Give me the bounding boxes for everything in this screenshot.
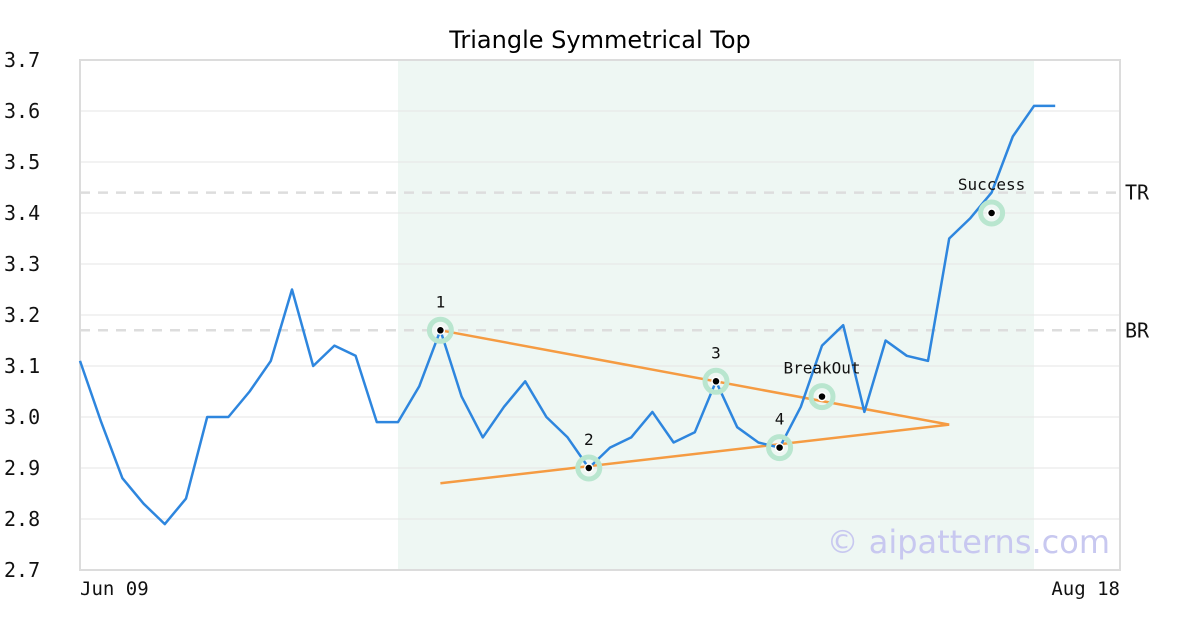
pattern-points: 1 2 3 4 BreakOut Success: [426, 175, 1025, 482]
y-tick-label: 2.7: [4, 558, 40, 582]
watermark: © aipatterns.com: [827, 523, 1110, 561]
level-label: BR: [1125, 318, 1150, 342]
point-marker: [435, 325, 446, 336]
y-tick-label: 3.5: [4, 150, 40, 174]
y-tick-label: 3.0: [4, 405, 40, 429]
point-halo: [575, 454, 603, 482]
point-halo: [766, 434, 794, 462]
y-tick-label: 2.9: [4, 456, 40, 480]
y-tick-label: 3.6: [4, 99, 40, 123]
y-tick-label: 3.2: [4, 303, 40, 327]
x-tick-label: Jun 09: [80, 578, 149, 600]
y-tick-label: 2.8: [4, 507, 40, 531]
y-tick-label: 3.1: [4, 354, 40, 378]
chart-title: Triangle Symmetrical Top: [448, 26, 751, 54]
point-label: 1: [436, 292, 446, 311]
x-axis-ticks: Jun 09 Aug 18: [80, 578, 1120, 600]
point-marker: [774, 442, 785, 453]
point-marker: [986, 208, 997, 218]
level-lines: TR BR: [80, 181, 1150, 342]
price-series-line: [78, 104, 1056, 526]
trendline: [440, 423, 950, 485]
point-halo: [426, 316, 454, 344]
point-marker: [584, 463, 594, 473]
point-label: 4: [775, 410, 785, 429]
point-halo: [808, 383, 836, 411]
y-tick-label: 3.3: [4, 252, 40, 276]
point-halo: [978, 199, 1006, 227]
point-label: Success: [958, 175, 1025, 194]
plot-frame: [79, 59, 1121, 571]
point-label: BreakOut: [783, 359, 860, 378]
y-tick-label: 3.7: [4, 48, 40, 72]
point-label: 2: [584, 430, 594, 449]
point-halo: [702, 367, 730, 395]
x-tick-label: Aug 18: [1051, 578, 1120, 600]
point-marker: [817, 391, 827, 402]
y-tick-label: 3.4: [4, 201, 40, 225]
y-axis-ticks: 2.7 2.8 2.9 3.0 3.1 3.2 3.3 3.4 3.5 3.6 3.7: [4, 48, 40, 582]
point-marker: [711, 376, 721, 387]
level-label: TR: [1125, 181, 1150, 205]
point-label: 3: [711, 343, 721, 362]
